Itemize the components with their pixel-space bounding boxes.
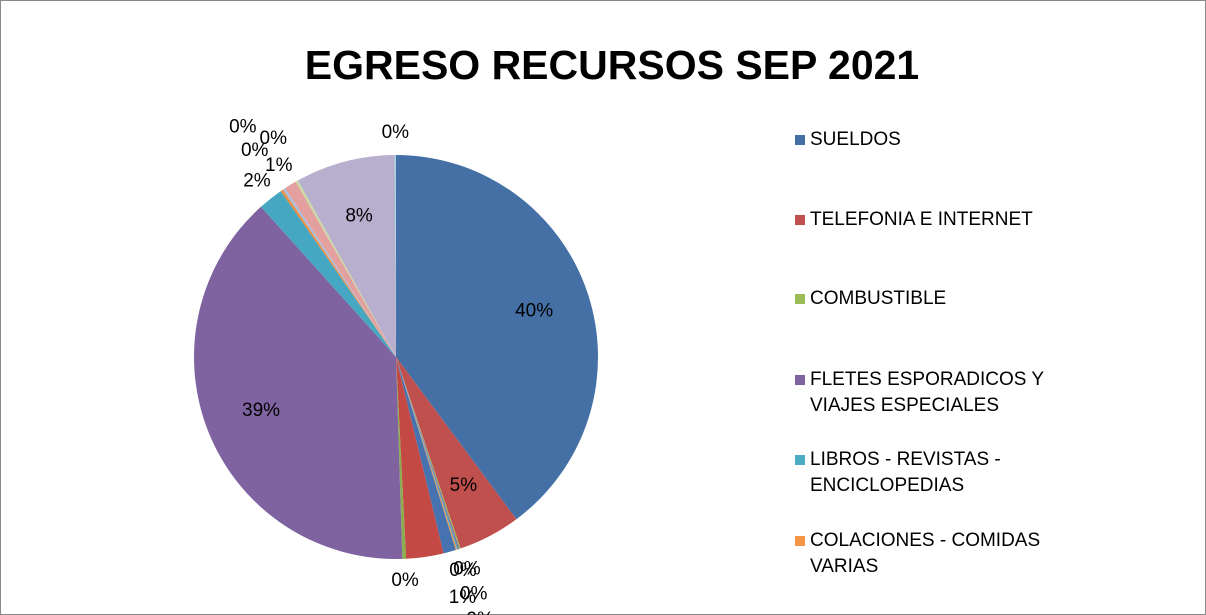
data-label: 2% [243, 170, 271, 191]
data-label: 5% [450, 475, 478, 496]
pie-slice [396, 357, 444, 559]
data-label: 0% [453, 558, 481, 579]
data-label: 8% [345, 205, 373, 226]
legend-label: COMBUSTIBLE [810, 288, 947, 309]
pie-slice [297, 155, 396, 357]
data-label: 0% [241, 140, 269, 161]
legend-label: LIBROS - REVISTAS - ENCICLOPEDIAS [810, 449, 1001, 496]
chart-title: EGRESO RECURSOS SEP 2021 [304, 42, 920, 88]
pie-slice [394, 155, 396, 357]
legend-swatch [795, 294, 805, 304]
legend-label: FLETES ESPORADICOS Y VIAJES ESPECIALES [810, 369, 1044, 416]
legend-label: SUELDOS [810, 129, 901, 150]
data-label: 0% [449, 560, 477, 581]
pie-slice [396, 357, 456, 554]
pie-slice [396, 357, 459, 550]
data-label: 0% [460, 584, 488, 605]
pie-slice [260, 191, 396, 357]
pie-slice [282, 188, 396, 357]
data-label: 0% [466, 609, 494, 615]
data-label: 0% [391, 570, 419, 591]
pie-slice [396, 357, 457, 550]
legend-swatch [795, 536, 805, 546]
legend-swatch [795, 455, 805, 465]
pie-slice [396, 357, 517, 549]
data-label: 1% [265, 155, 293, 176]
legend-swatch [795, 375, 805, 385]
pie-slice [396, 357, 461, 549]
data-label: 40% [515, 300, 553, 321]
data-label: 1% [449, 587, 477, 608]
data-label: 0% [229, 116, 257, 137]
pie-slice [295, 180, 396, 357]
legend-label: COLACIONES - COMIDAS VARIAS [810, 530, 1041, 577]
pie-slice [396, 357, 460, 550]
legend-label: TELEFONIA E INTERNET [810, 209, 1033, 230]
data-label: 39% [242, 400, 280, 421]
legend-swatch [795, 215, 805, 225]
pie-slice [284, 181, 396, 357]
legend-swatch [795, 135, 805, 145]
data-label: 0% [260, 128, 288, 149]
pie-slice [194, 206, 403, 559]
pie-slice [396, 155, 598, 520]
pie-slice [280, 189, 396, 357]
pie-slice [396, 357, 407, 559]
data-label: 0% [382, 122, 410, 143]
